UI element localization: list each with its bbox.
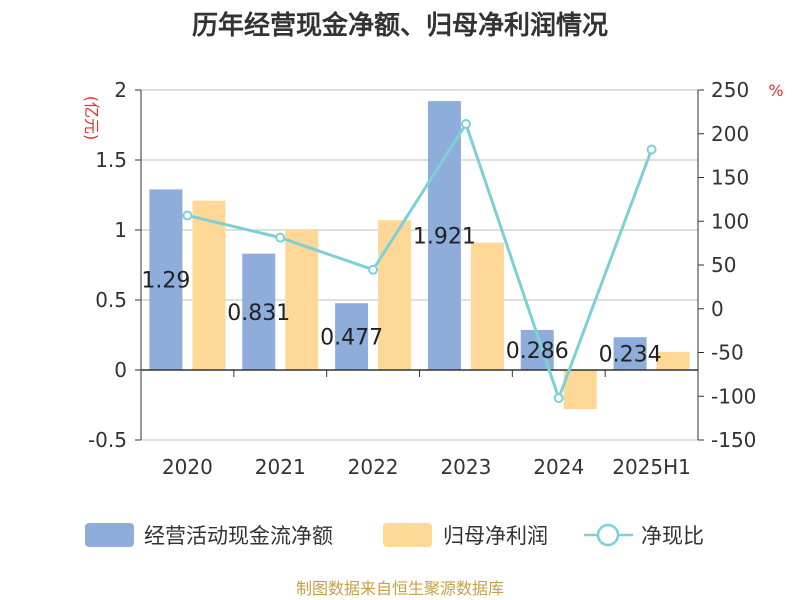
left-tick-label: 1: [114, 218, 127, 242]
left-tick-label: 1.5: [95, 148, 127, 172]
x-tick-label: 2023: [440, 455, 491, 479]
legend-label-ratio: 净现比: [641, 524, 704, 548]
ratio-point: [460, 119, 471, 130]
bar-cashflow: [613, 337, 647, 370]
bar-net-profit: [192, 200, 226, 370]
right-tick-label: 0: [711, 297, 724, 321]
cashflow-value-label: 1.921: [413, 225, 476, 250]
legend-label-cashflow: 经营活动现金流净额: [144, 524, 333, 548]
right-tick-label: 150: [711, 166, 749, 190]
legend: 经营活动现金流净额 归母净利润 净现比: [85, 523, 704, 548]
cashflow-value-label: 0.831: [227, 301, 290, 326]
left-tick-label: 0: [114, 358, 127, 382]
legend-swatch-net-profit: [383, 523, 432, 547]
right-tick-label: 100: [711, 209, 749, 233]
ratio-point: [646, 144, 657, 155]
legend-label-net-profit: 归母净利润: [443, 524, 548, 548]
right-tick-label: -50: [711, 341, 744, 365]
right-tick-label: -150: [711, 428, 756, 452]
footer-source: 制图数据来自恒生聚源数据库: [296, 579, 504, 598]
right-tick-label: 200: [711, 122, 749, 146]
bar-cashflow: [427, 101, 461, 370]
bar-net-profit: [656, 351, 690, 370]
cashflow-value-label: 0.234: [599, 343, 662, 368]
legend-swatch-cashflow: [85, 523, 134, 547]
x-tick-label: 2024: [533, 455, 584, 479]
axes: -0.5 0 0.5 1 1.5 2 -150 -100 -50 0 50 100 150 200 250 2…: [88, 78, 756, 479]
legend-item-net-profit[interactable]: 归母净利润: [383, 523, 548, 548]
legend-item-cashflow[interactable]: 经营活动现金流净额: [85, 523, 333, 548]
right-tick-label: 250: [711, 78, 749, 102]
legend-marker-ratio: [596, 523, 620, 547]
ratio-point: [553, 393, 564, 404]
grid-lines: [141, 89, 698, 441]
bar-net-profit: [285, 230, 319, 370]
left-tick-label: 2: [114, 78, 127, 102]
x-tick-label: 2025H1: [612, 455, 691, 479]
ratio-point: [182, 210, 193, 221]
cashflow-value-label: 1.29: [141, 269, 190, 294]
ratio-point: [275, 232, 286, 243]
legend-item-ratio[interactable]: 净现比: [584, 523, 704, 548]
chart-title: 历年经营现金净额、归母净利润情况: [192, 10, 608, 41]
ratio-line-path: [187, 120, 653, 403]
right-tick-label: 50: [711, 253, 736, 277]
ratio-point: [368, 264, 379, 275]
bar-cashflow: [149, 189, 183, 370]
data-labels: 1.29 0.831 0.477 1.921 0.286 0.234: [141, 225, 661, 368]
ratio-line: [182, 119, 657, 404]
right-axis-unit: %: [768, 81, 783, 100]
bar-net-profit: [470, 242, 504, 370]
cashflow-value-label: 0.286: [506, 339, 569, 364]
x-tick-label: 2022: [348, 455, 399, 479]
right-tick-label: -100: [711, 384, 756, 408]
bar-net-profit: [378, 220, 412, 370]
cashflow-value-label: 0.477: [320, 326, 383, 351]
left-tick-label: -0.5: [88, 428, 127, 452]
bar-net-profit: [563, 370, 597, 410]
left-axis-unit: (亿元): [82, 96, 101, 141]
x-tick-label: 2020: [162, 455, 213, 479]
bar-cashflow: [242, 253, 276, 370]
bar-cashflow: [335, 303, 369, 370]
bars: [149, 101, 690, 410]
left-tick-label: 0.5: [95, 288, 127, 312]
x-tick-label: 2021: [255, 455, 306, 479]
